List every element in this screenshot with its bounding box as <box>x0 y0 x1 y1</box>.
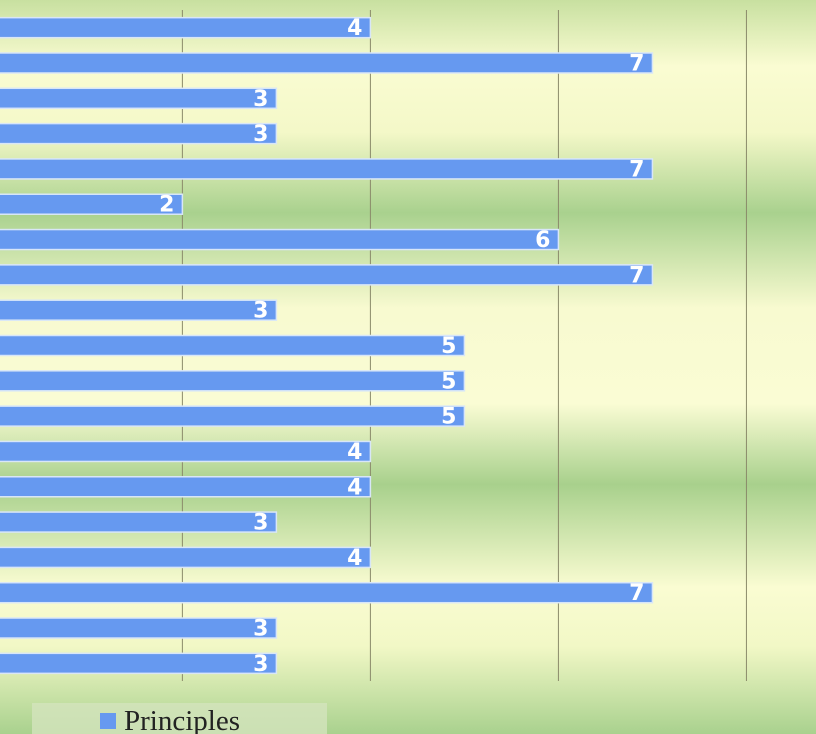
bar <box>0 299 278 321</box>
value-label: 7 <box>629 581 644 606</box>
bar <box>0 264 654 286</box>
bar <box>0 370 466 392</box>
value-label: 4 <box>347 546 362 571</box>
value-label: 7 <box>629 157 644 182</box>
value-label: 4 <box>347 440 362 465</box>
value-label: 3 <box>253 122 268 147</box>
bar <box>0 476 372 498</box>
bar <box>0 122 278 145</box>
legend-swatch <box>100 713 116 729</box>
bar <box>0 228 560 251</box>
value-label: 4 <box>347 16 362 41</box>
bar <box>0 652 278 675</box>
bar <box>0 405 466 427</box>
value-label: 2 <box>159 193 174 218</box>
legend-box <box>32 703 327 734</box>
value-label: 3 <box>253 511 268 536</box>
bar <box>0 334 466 357</box>
value-label: 3 <box>253 87 268 112</box>
value-label: 5 <box>441 334 456 359</box>
bar <box>0 511 278 533</box>
value-label: 5 <box>441 369 456 394</box>
bar <box>0 440 372 463</box>
bar <box>0 617 278 639</box>
value-label: 7 <box>629 263 644 288</box>
value-label: 4 <box>347 475 362 500</box>
bar <box>0 546 372 569</box>
value-label: 6 <box>535 228 550 253</box>
legend-label: Principles <box>124 705 240 734</box>
bar <box>0 16 372 39</box>
value-label: 5 <box>441 405 456 430</box>
bar <box>0 52 654 74</box>
bar <box>0 158 654 180</box>
bar <box>0 581 654 604</box>
value-label: 3 <box>253 652 268 677</box>
value-label: 7 <box>629 51 644 76</box>
value-label: 3 <box>253 617 268 642</box>
value-label: 3 <box>253 299 268 324</box>
bar <box>0 193 184 215</box>
bar <box>0 87 278 110</box>
